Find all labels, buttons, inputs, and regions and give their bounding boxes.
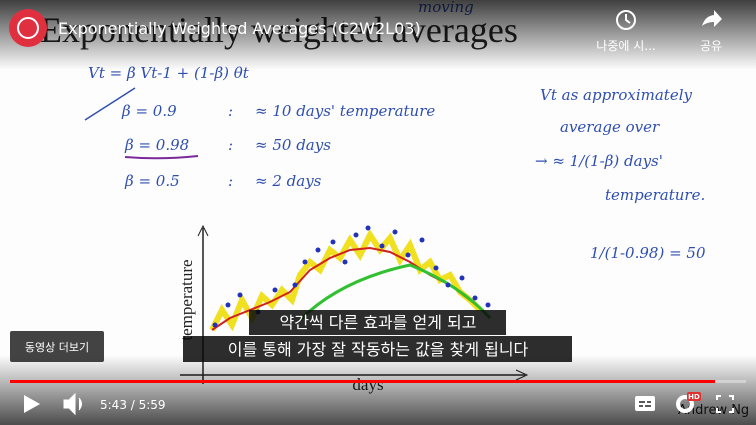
arrow <box>84 87 136 121</box>
green-curve <box>298 263 492 322</box>
note: → ≈ 1/(1-β) days' <box>535 152 663 170</box>
play-button[interactable] <box>24 395 40 413</box>
notes: Vt as approximately average over → ≈ 1/(… <box>535 86 706 262</box>
bottom-gradient <box>0 355 756 425</box>
logo-mark <box>17 17 39 39</box>
logo[interactable] <box>9 9 47 47</box>
captions-glyph <box>639 401 651 407</box>
colon: : <box>228 136 233 154</box>
settings-button[interactable] <box>676 395 694 413</box>
subtitle-box <box>183 336 572 362</box>
note: Vt as approximately <box>540 86 693 104</box>
more-videos-button[interactable] <box>10 331 104 362</box>
beta-value: β = 0.5 <box>124 172 180 190</box>
beta-value: β = 0.9 <box>121 102 177 120</box>
subtitle-box <box>249 310 506 335</box>
fullscreen-button[interactable] <box>716 395 734 413</box>
beta-meaning: ≈ 50 days <box>255 136 331 154</box>
hd-label: HD <box>688 393 700 401</box>
colon: : <box>228 172 233 190</box>
subtitle-line: 약간씩 다른 효과를 얻게 되고 <box>280 313 477 332</box>
captions-button[interactable] <box>635 396 655 411</box>
volume-button[interactable] <box>63 392 82 416</box>
axis-arrow <box>197 224 209 237</box>
beta-value: β = 0.98 <box>124 136 189 154</box>
beta-lines: β = 0.9 : ≈ 10 days' temperature β = 0.9… <box>121 102 435 190</box>
note: average over <box>560 118 660 136</box>
subtitle-line: 이를 통해 가장 잘 작동하는 값을 찾게 됩니다 <box>228 340 529 359</box>
colon: : <box>228 102 233 120</box>
hd-badge <box>687 392 701 401</box>
note: temperature. <box>605 186 705 204</box>
video-title[interactable]: Exponentially Weighted Averages (C2W2L03… <box>58 19 421 38</box>
more-videos-label[interactable]: 동영상 더보기 <box>25 341 89 354</box>
watch-later-label[interactable]: 나중에 시... <box>596 39 655 53</box>
share-label[interactable]: 공유 <box>700 39 722 53</box>
clock-hands <box>625 14 631 24</box>
progress-played <box>10 380 715 383</box>
share-icon[interactable] <box>702 10 722 27</box>
time-display: 5:43 / 5:59 <box>100 398 166 412</box>
note: 1/(1-0.98) = 50 <box>590 244 706 262</box>
beta-meaning: ≈ 2 days <box>255 172 322 190</box>
watch-later-icon[interactable] <box>616 10 636 30</box>
y-axis-label: temperature <box>177 259 196 340</box>
underline <box>124 155 199 160</box>
channel-logo[interactable] <box>9 9 47 47</box>
beta-meaning: ≈ 10 days' temperature <box>255 102 435 120</box>
